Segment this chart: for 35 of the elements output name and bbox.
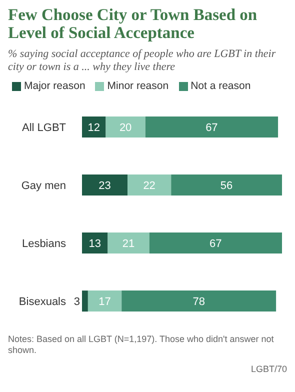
bar: [171, 174, 282, 196]
data-label: 78: [192, 296, 205, 308]
bar: [88, 290, 122, 312]
bar: [149, 232, 282, 254]
legend-label: Major reason: [23, 80, 86, 92]
y-tick-label: All LGBT: [22, 122, 66, 134]
chart-title: Few Choose City or Town Based on Level of Social Acceptance: [8, 5, 258, 42]
text: LGBT/70: [250, 364, 287, 375]
legend-label: Not a reason: [190, 80, 251, 92]
text: Notes: Based on all LGBT (N=1,197). Those who didn't answer not shown.: [8, 334, 275, 356]
bar: [82, 290, 88, 312]
data-label: 12: [88, 122, 100, 134]
y-tick-label: Gay men: [21, 180, 66, 192]
data-label: 21: [122, 238, 135, 250]
bar: [82, 174, 128, 196]
bar: [145, 116, 278, 138]
data-label: 23: [98, 180, 111, 192]
bar: [106, 116, 146, 138]
bar: [108, 232, 150, 254]
data-label: 56: [220, 180, 233, 192]
bar: [128, 174, 172, 196]
bar: [82, 232, 108, 254]
data-label: 20: [119, 122, 132, 134]
data-label: 3: [74, 296, 80, 308]
data-label: 17: [98, 296, 111, 308]
data-label: 67: [206, 122, 218, 134]
bar: [82, 116, 106, 138]
data-label: 22: [143, 180, 156, 192]
y-tick-label: Bisexuals: [18, 296, 66, 308]
data-label: 13: [88, 238, 101, 250]
legend-label: Minor reason: [106, 80, 169, 92]
bar: [122, 290, 276, 312]
y-tick-label: Lesbians: [22, 238, 66, 250]
chart-subtitle: % saying social acceptance of people who are LGBT in their city or town is a ... why they live there: [8, 48, 277, 74]
data-label: 67: [210, 238, 222, 250]
